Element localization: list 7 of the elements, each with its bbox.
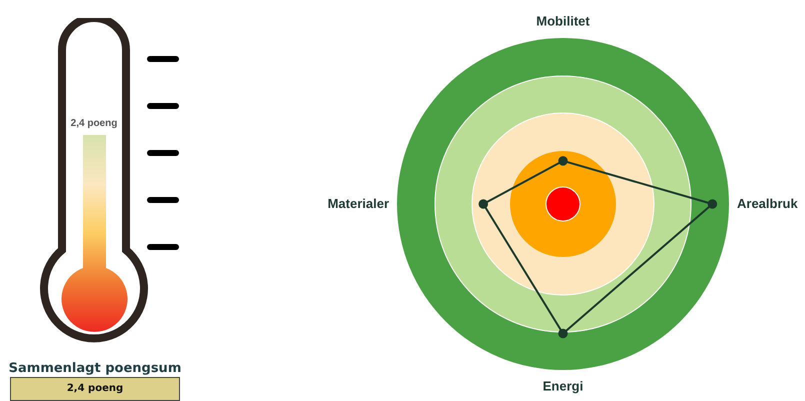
text: 2,4 poeng [66, 383, 124, 394]
text: 2,4 poeng [70, 118, 118, 129]
spoke-label: Energi [542, 378, 584, 394]
spoke-label: Materialer [328, 196, 389, 211]
spoke-label: Mobilitet [536, 13, 590, 28]
text: Sammenlagt poengsum [8, 361, 182, 376]
spoke-label: Arealbruk [737, 196, 798, 211]
